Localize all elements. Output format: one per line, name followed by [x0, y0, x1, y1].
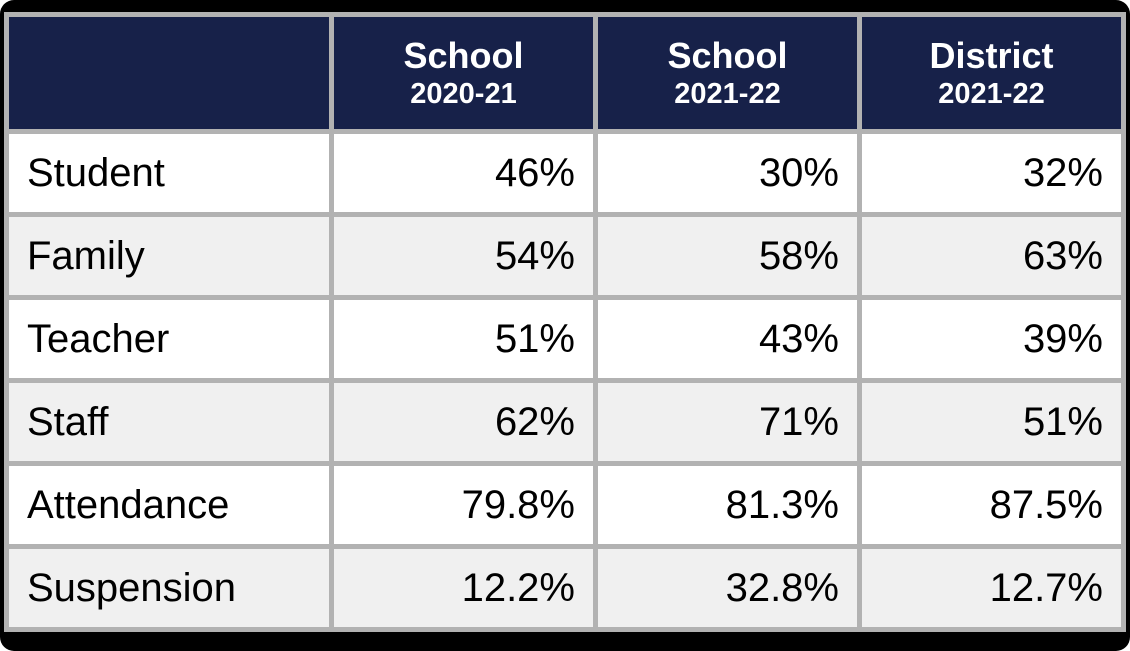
- row-label: Staff: [9, 383, 329, 461]
- row-label: Student: [9, 134, 329, 212]
- column-title: District: [929, 35, 1054, 77]
- table-row-student: Student 46% 30% 32%: [9, 134, 1121, 212]
- cell-value: 46%: [334, 134, 593, 212]
- header-row: School 2020-21 School 2021-22 District 2…: [9, 17, 1121, 129]
- cell-value: 54%: [334, 217, 593, 295]
- column-title: School: [667, 35, 788, 77]
- row-label: Teacher: [9, 300, 329, 378]
- table-row-family: Family 54% 58% 63%: [9, 217, 1121, 295]
- column-subtitle: 2020-21: [410, 78, 517, 111]
- cell-value: 12.2%: [334, 549, 593, 627]
- cell-value: 81.3%: [598, 466, 857, 544]
- row-label: Attendance: [9, 466, 329, 544]
- table-row-teacher: Teacher 51% 43% 39%: [9, 300, 1121, 378]
- cell-value: 30%: [598, 134, 857, 212]
- cell-value: 32%: [862, 134, 1121, 212]
- header-school-2020-21: School 2020-21: [334, 17, 593, 129]
- cell-value: 63%: [862, 217, 1121, 295]
- column-subtitle: 2021-22: [938, 78, 1045, 111]
- cell-value: 79.8%: [334, 466, 593, 544]
- cell-value: 58%: [598, 217, 857, 295]
- school-climate-survey-table: School 2020-21 School 2021-22 District 2…: [4, 12, 1126, 632]
- table-row-attendance: Attendance 79.8% 81.3% 87.5%: [9, 466, 1121, 544]
- header-school-2021-22: School 2021-22: [598, 17, 857, 129]
- table-row-suspension: Suspension 12.2% 32.8% 12.7%: [9, 549, 1121, 627]
- header-district-2021-22: District 2021-22: [862, 17, 1121, 129]
- header-empty-cell: [9, 17, 329, 129]
- row-label: Suspension: [9, 549, 329, 627]
- cell-value: 12.7%: [862, 549, 1121, 627]
- cell-value: 32.8%: [598, 549, 857, 627]
- table-row-staff: Staff 62% 71% 51%: [9, 383, 1121, 461]
- cell-value: 87.5%: [862, 466, 1121, 544]
- row-label: Family: [9, 217, 329, 295]
- cell-value: 51%: [334, 300, 593, 378]
- cell-value: 51%: [862, 383, 1121, 461]
- column-subtitle: 2021-22: [674, 78, 781, 111]
- cell-value: 39%: [862, 300, 1121, 378]
- column-title: School: [403, 35, 524, 77]
- cell-value: 62%: [334, 383, 593, 461]
- cell-value: 43%: [598, 300, 857, 378]
- cell-value: 71%: [598, 383, 857, 461]
